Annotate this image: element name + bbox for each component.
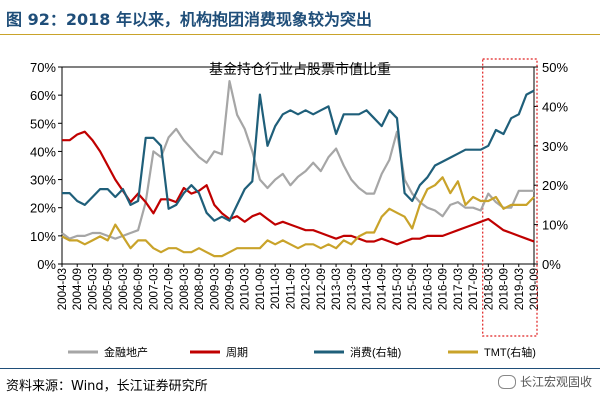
x-tick-label: 2004-09 xyxy=(72,268,84,310)
x-tick-label: 2011-03 xyxy=(270,268,282,309)
x-tick-label: 2013-03 xyxy=(331,268,343,310)
x-tick-label: 2016-09 xyxy=(438,268,450,310)
left-tick-label: 20% xyxy=(30,201,56,216)
footer-divider xyxy=(0,368,600,369)
x-tick-label: 2019-09 xyxy=(529,268,541,310)
series-line-2 xyxy=(62,89,535,222)
x-tick-label: 2016-03 xyxy=(422,268,434,310)
x-tick-label: 2005-03 xyxy=(87,268,99,310)
x-tick-label: 2007-09 xyxy=(164,268,176,310)
highlight-box xyxy=(482,58,538,337)
x-tick-label: 2004-03 xyxy=(57,268,69,310)
watermark: 长江宏观固收 xyxy=(497,373,592,390)
header-divider xyxy=(0,34,600,35)
axes-layer: 0% 10% 20% 30% 40% 50% 60% 70% 0% 10% 20% 30% 40% 50%… xyxy=(30,58,568,337)
x-tick-label: 2012-09 xyxy=(316,268,328,310)
x-tick-label: 2017-03 xyxy=(453,268,465,310)
right-tick-label: 0% xyxy=(542,257,561,272)
x-tick-label: 2009-03 xyxy=(209,268,221,310)
x-tick-label: 2015-09 xyxy=(407,268,419,310)
right-tick-label: 30% xyxy=(542,139,568,154)
legend: 金融地产 周期 消费(右轴) TMT(右轴) xyxy=(68,345,536,359)
x-tick-label: 2010-03 xyxy=(240,268,252,310)
x-tick-label: 2009-09 xyxy=(224,268,236,310)
left-tick-label: 0% xyxy=(37,257,56,272)
x-tick-label: 2006-03 xyxy=(118,268,130,310)
plot-frame xyxy=(61,66,535,265)
x-tick-label: 2012-03 xyxy=(301,268,313,310)
figure-title: 图 92：2018 年以来，机构抱团消费现象较为突出 xyxy=(6,10,372,29)
watermark-text: 长江宏观固收 xyxy=(519,375,592,389)
legend-label: 周期 xyxy=(226,346,248,359)
right-tick-label: 40% xyxy=(542,99,568,114)
x-tick-label: 2011-09 xyxy=(285,268,297,309)
series-layer xyxy=(61,79,535,258)
x-tick-label: 2019-03 xyxy=(514,268,526,310)
x-tick-label: 2015-03 xyxy=(392,268,404,310)
left-tick-label: 40% xyxy=(30,144,56,159)
x-tick-label: 2018-03 xyxy=(483,268,495,310)
right-tick-label: 50% xyxy=(542,60,568,75)
x-tick-label: 2008-03 xyxy=(179,268,191,310)
chart-title: 基金持仓行业占股票市值比重 xyxy=(209,61,391,77)
x-tick-label: 2005-09 xyxy=(103,268,115,310)
left-tick-label: 50% xyxy=(30,116,56,131)
legend-label: 金融地产 xyxy=(104,345,148,359)
x-tick-label: 2008-09 xyxy=(194,268,206,310)
left-tick-label: 10% xyxy=(30,229,56,244)
source-note: 资料来源：Wind，长江证券研究所 xyxy=(6,379,208,394)
series-line-0 xyxy=(61,79,534,240)
series-line-3 xyxy=(61,176,535,258)
x-tick-label: 2014-03 xyxy=(362,268,374,310)
x-tick-label: 2014-09 xyxy=(377,268,389,310)
left-tick-label: 70% xyxy=(30,60,56,75)
x-tick-label: 2006-09 xyxy=(133,268,145,310)
right-tick-label: 20% xyxy=(542,178,568,193)
right-tick-label: 10% xyxy=(542,218,568,233)
legend-label: TMT(右轴) xyxy=(484,345,536,359)
line-chart: 基金持仓行业占股票市值比重 0% 10% 20% 30% 40% 50% 60% 70% 0% 1… xyxy=(30,58,568,359)
x-tick-label: 2007-03 xyxy=(148,268,160,310)
series-line-1 xyxy=(62,130,535,246)
x-tick-label: 2017-09 xyxy=(468,268,480,310)
x-tick-label: 2018-09 xyxy=(499,268,511,310)
figure-header: 图 92：2018 年以来，机构抱团消费现象较为突出 xyxy=(0,0,600,34)
legend-label: 消费(右轴) xyxy=(350,345,401,359)
x-tick-label: 2013-09 xyxy=(346,268,358,310)
left-tick-label: 60% xyxy=(30,88,56,103)
left-tick-label: 30% xyxy=(30,173,56,188)
x-tick-label: 2010-09 xyxy=(255,268,267,310)
wechat-icon xyxy=(497,374,516,389)
